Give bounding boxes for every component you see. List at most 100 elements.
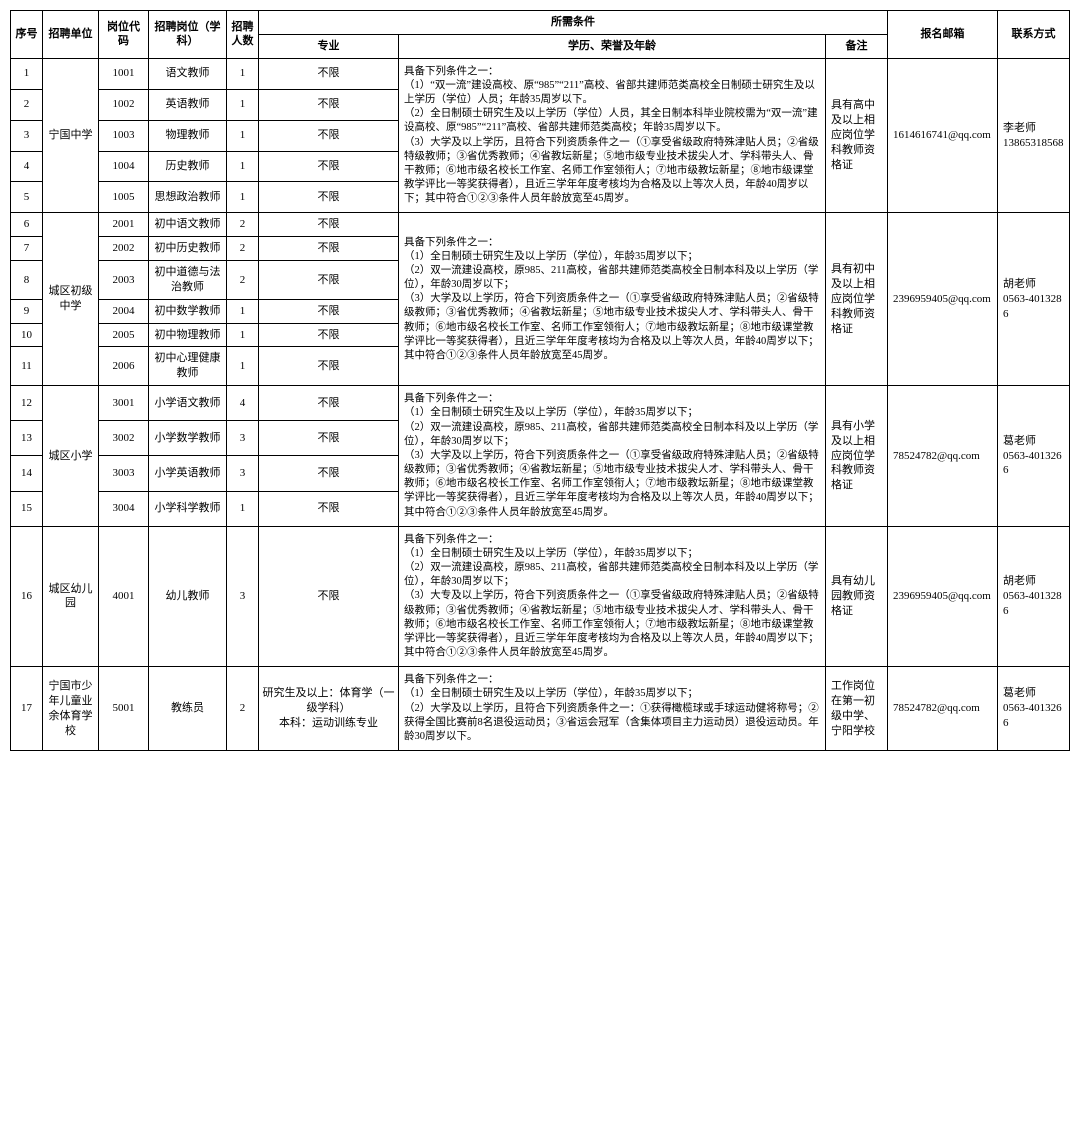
cell-code: 1005: [99, 182, 149, 213]
cell-seq: 16: [11, 526, 43, 667]
cell-pos: 历史教师: [149, 151, 227, 182]
cell-code: 1003: [99, 120, 149, 151]
hdr-num: 招聘人数: [227, 11, 259, 59]
cell-seq: 11: [11, 347, 43, 386]
cell-pos: 初中心理健康教师: [149, 347, 227, 386]
cell-major: 不限: [259, 299, 399, 323]
hdr-seq: 序号: [11, 11, 43, 59]
cell-code: 4001: [99, 526, 149, 667]
cell-code: 2006: [99, 347, 149, 386]
table-row: 1宁国中学1001语文教师1不限具备下列条件之一： （1）“双一流”建设高校、原…: [11, 58, 1070, 89]
recruitment-table: 序号 招聘单位 岗位代码 招聘岗位（学科） 招聘人数 所需条件 报名邮箱 联系方…: [10, 10, 1070, 751]
cell-major: 不限: [259, 456, 399, 491]
cell-pos: 初中数学教师: [149, 299, 227, 323]
cell-contact: 胡老师 0563-4013286: [998, 526, 1070, 667]
cell-req: 具备下列条件之一： （1）全日制硕士研究生及以上学历（学位），年龄35周岁以下；…: [399, 526, 826, 667]
cell-code: 2004: [99, 299, 149, 323]
cell-code: 2001: [99, 213, 149, 237]
cell-unit: 城区小学: [43, 386, 99, 527]
cell-pos: 小学语文教师: [149, 386, 227, 421]
table-row: 12城区小学3001小学语文教师4不限具备下列条件之一： （1）全日制硕士研究生…: [11, 386, 1070, 421]
cell-major: 不限: [259, 421, 399, 456]
hdr-unit: 招聘单位: [43, 11, 99, 59]
cell-seq: 17: [11, 667, 43, 751]
cell-unit: 宁国中学: [43, 58, 99, 213]
cell-seq: 12: [11, 386, 43, 421]
cell-num: 1: [227, 151, 259, 182]
cell-note: 具有初中及以上相应岗位学科教师资格证: [826, 213, 888, 386]
cell-major: 不限: [259, 261, 399, 300]
cell-pos: 初中物理教师: [149, 323, 227, 347]
cell-code: 2005: [99, 323, 149, 347]
cell-pos: 语文教师: [149, 58, 227, 89]
cell-major: 不限: [259, 89, 399, 120]
cell-note: 具有幼儿园教师资格证: [826, 526, 888, 667]
cell-num: 2: [227, 261, 259, 300]
cell-major: 研究生及以上：体育学（一级学科） 本科：运动训练专业: [259, 667, 399, 751]
cell-note: 工作岗位在第一初级中学、宁阳学校: [826, 667, 888, 751]
cell-seq: 1: [11, 58, 43, 89]
hdr-req: 学历、荣誉及年龄: [399, 34, 826, 58]
cell-code: 5001: [99, 667, 149, 751]
hdr-note: 备注: [826, 34, 888, 58]
cell-seq: 9: [11, 299, 43, 323]
cell-seq: 14: [11, 456, 43, 491]
cell-seq: 13: [11, 421, 43, 456]
cell-pos: 思想政治教师: [149, 182, 227, 213]
cell-pos: 初中历史教师: [149, 237, 227, 261]
cell-seq: 5: [11, 182, 43, 213]
cell-num: 4: [227, 386, 259, 421]
cell-seq: 6: [11, 213, 43, 237]
cell-code: 3001: [99, 386, 149, 421]
cell-email: 1614616741@qq.com: [888, 58, 998, 213]
cell-unit: 宁国市少年儿童业余体育学校: [43, 667, 99, 751]
cell-seq: 2: [11, 89, 43, 120]
cell-contact: 葛老师 0563-4013266: [998, 667, 1070, 751]
cell-num: 1: [227, 491, 259, 526]
cell-email: 78524782@qq.com: [888, 667, 998, 751]
cell-unit: 城区初级中学: [43, 213, 99, 386]
cell-seq: 10: [11, 323, 43, 347]
cell-req: 具备下列条件之一： （1）全日制硕士研究生及以上学历（学位），年龄35周岁以下；…: [399, 386, 826, 527]
cell-pos: 英语教师: [149, 89, 227, 120]
cell-seq: 8: [11, 261, 43, 300]
hdr-cond: 所需条件: [259, 11, 888, 35]
cell-num: 2: [227, 237, 259, 261]
cell-note: 具有小学及以上相应岗位学科教师资格证: [826, 386, 888, 527]
cell-pos: 幼儿教师: [149, 526, 227, 667]
hdr-major: 专业: [259, 34, 399, 58]
cell-major: 不限: [259, 151, 399, 182]
cell-major: 不限: [259, 213, 399, 237]
cell-num: 1: [227, 323, 259, 347]
cell-pos: 小学科学教师: [149, 491, 227, 526]
cell-seq: 4: [11, 151, 43, 182]
cell-email: 2396959405@qq.com: [888, 213, 998, 386]
cell-code: 2003: [99, 261, 149, 300]
cell-code: 2002: [99, 237, 149, 261]
cell-major: 不限: [259, 120, 399, 151]
cell-major: 不限: [259, 386, 399, 421]
cell-major: 不限: [259, 323, 399, 347]
cell-pos: 初中道德与法治教师: [149, 261, 227, 300]
cell-unit: 城区幼儿园: [43, 526, 99, 667]
cell-code: 1004: [99, 151, 149, 182]
cell-email: 2396959405@qq.com: [888, 526, 998, 667]
hdr-contact: 联系方式: [998, 11, 1070, 59]
cell-major: 不限: [259, 491, 399, 526]
hdr-code: 岗位代码: [99, 11, 149, 59]
cell-pos: 小学英语教师: [149, 456, 227, 491]
cell-pos: 物理教师: [149, 120, 227, 151]
table-row: 17宁国市少年儿童业余体育学校5001教练员2研究生及以上：体育学（一级学科） …: [11, 667, 1070, 751]
cell-num: 2: [227, 667, 259, 751]
cell-num: 1: [227, 299, 259, 323]
cell-contact: 胡老师 0563-4013286: [998, 213, 1070, 386]
cell-req: 具备下列条件之一： （1）全日制硕士研究生及以上学历（学位），年龄35周岁以下；…: [399, 667, 826, 751]
cell-major: 不限: [259, 58, 399, 89]
cell-num: 3: [227, 526, 259, 667]
cell-contact: 李老师 13865318568: [998, 58, 1070, 213]
cell-num: 1: [227, 120, 259, 151]
hdr-pos: 招聘岗位（学科）: [149, 11, 227, 59]
cell-major: 不限: [259, 182, 399, 213]
cell-code: 3002: [99, 421, 149, 456]
cell-email: 78524782@qq.com: [888, 386, 998, 527]
